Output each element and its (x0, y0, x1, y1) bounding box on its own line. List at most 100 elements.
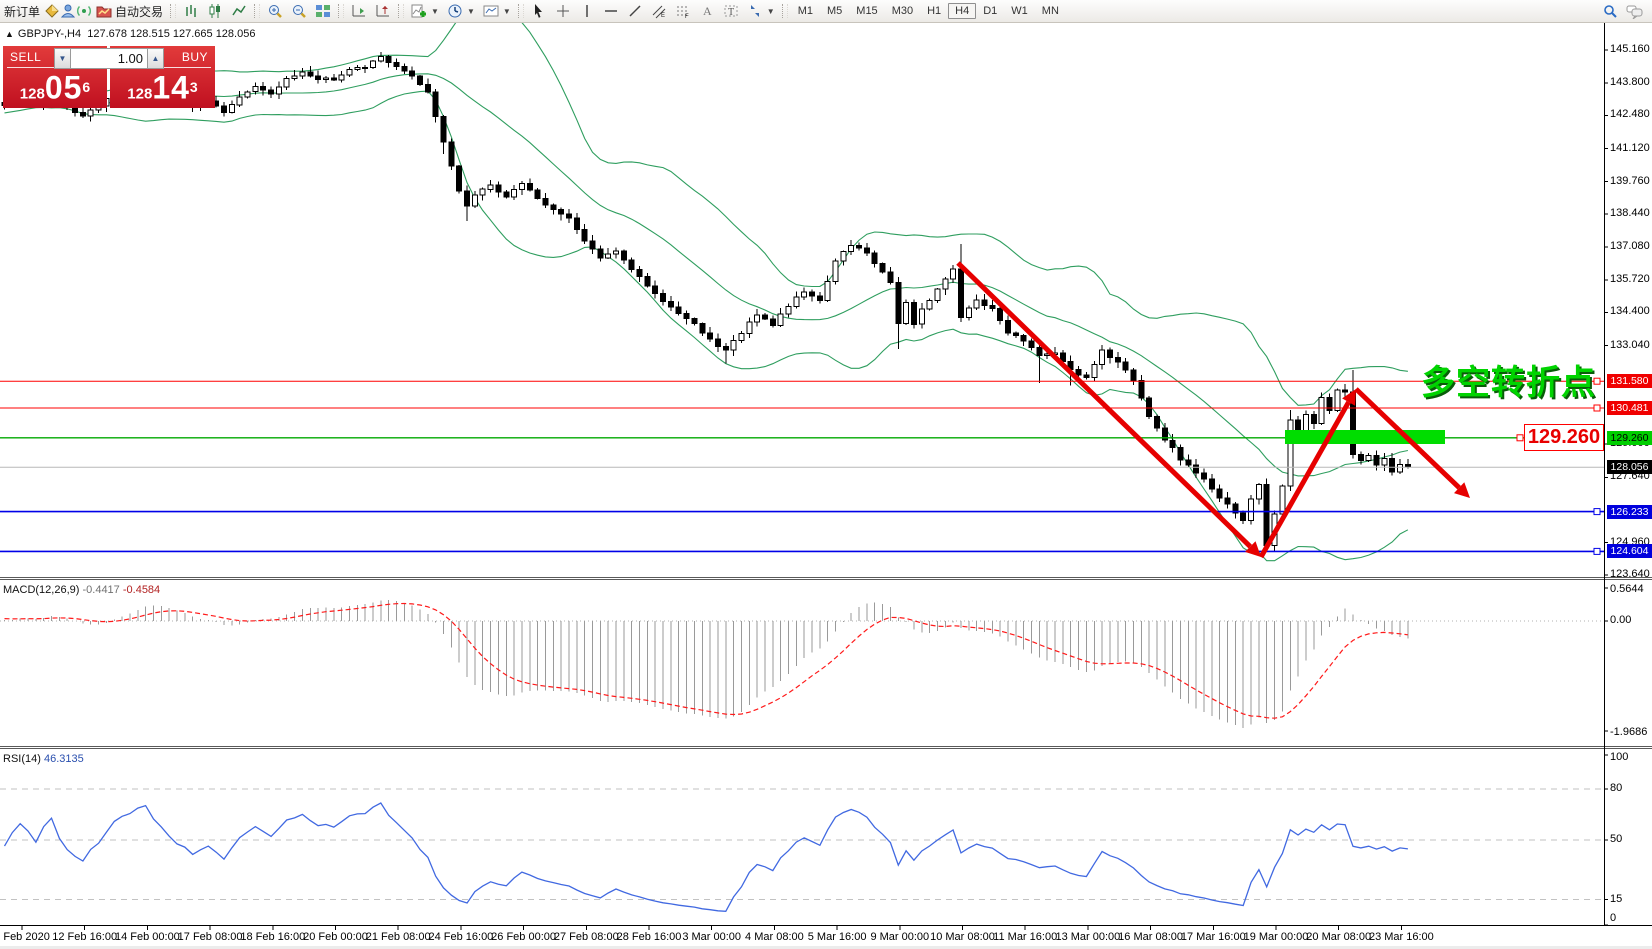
timeframe-button-m1[interactable]: M1 (797, 5, 813, 17)
volume-control: ▼ ▲ (54, 48, 164, 69)
chart-shift-icon[interactable] (371, 2, 395, 20)
date-tick-label: 4 Mar 08:00 (745, 931, 804, 943)
line-chart-icon[interactable] (227, 2, 251, 20)
one-click-trading-panel: SELL 128056 BUY 128143 ▼ ▲ (3, 46, 215, 108)
equidistant-channel-icon[interactable]: E (647, 2, 671, 20)
trend-arrow-annotations (956, 261, 1470, 559)
timeframe-button-m5[interactable]: M5 (827, 5, 843, 17)
date-tick-label: 3 Mar 00:00 (682, 931, 742, 943)
text-label-icon[interactable]: T (719, 2, 743, 20)
cursor-icon[interactable] (527, 2, 551, 20)
collapse-marker-icon[interactable]: ▲ (5, 29, 14, 39)
fibonacci-icon[interactable]: F (671, 2, 695, 20)
macd-histogram (4, 600, 1409, 728)
macd-label: MACD(12,26,9) -0.4417 -0.4584 (3, 584, 161, 596)
sell-price: 128056 (19, 69, 91, 106)
add-indicator-icon (411, 3, 427, 19)
vertical-line-icon[interactable] (575, 2, 599, 20)
tile-windows-icon[interactable] (311, 2, 335, 20)
search-icon[interactable] (1602, 3, 1618, 19)
rsi-line (3, 802, 1408, 912)
date-tick-label: 16 Mar 08:00 (1118, 931, 1184, 943)
indicators-button[interactable]: ▼ (407, 1, 443, 21)
price-tick-label: 137.080 (1610, 240, 1650, 253)
auto-scroll-icon[interactable] (347, 2, 371, 20)
toolbar-grip (338, 4, 345, 18)
zoom-in-icon[interactable] (263, 2, 287, 20)
timeframe-toolbar: M1 M5 M15 M30 H1 H4 D1 W1 MN (791, 3, 1066, 19)
timeframe-button-mn[interactable]: MN (1041, 5, 1059, 17)
timeframe-button-w1[interactable]: W1 (1011, 5, 1028, 17)
text-icon[interactable]: A (695, 2, 719, 20)
zoom-out-icon[interactable] (287, 2, 311, 20)
dropdown-arrow-icon: ▼ (766, 6, 775, 16)
periods-button[interactable]: ▼ (443, 1, 479, 21)
sell-label: SELL (10, 50, 42, 64)
toolbar-grip (517, 4, 524, 18)
chat-icon[interactable] (1626, 3, 1643, 20)
trendline-icon[interactable] (623, 2, 647, 20)
template-icon (483, 3, 499, 19)
templates-button[interactable]: ▼ (479, 1, 515, 21)
green-zone-annotation (1285, 430, 1445, 444)
new-order-button[interactable]: 新订单 (0, 1, 44, 21)
crosshair-icon[interactable] (551, 2, 575, 20)
volume-decrease-button[interactable]: ▼ (54, 48, 71, 69)
candlestick-chart-icon[interactable] (203, 2, 227, 20)
date-tick-label: 5 Mar 16:00 (807, 931, 867, 943)
date-tick-label: 24 Feb 16:00 (428, 931, 494, 943)
rsi-value: 46.3135 (43, 753, 84, 765)
price-tick-label: 133.040 (1610, 338, 1650, 351)
macd-scale-min: -1.9686 (1610, 726, 1648, 738)
horizontal-line-icon[interactable] (599, 2, 623, 20)
date-tick-label: 21 Feb 08:00 (365, 931, 431, 943)
price-tick-label: 139.760 (1610, 174, 1650, 187)
turning-point-annotation[interactable]: 多空转折点 (1421, 364, 1596, 402)
signals-icon[interactable] (76, 3, 92, 19)
date-tick-label: 20 Mar 08:00 (1306, 931, 1372, 943)
date-tick-label: 23 Mar 16:00 (1368, 931, 1434, 943)
price-tick-label: 145.160 (1610, 43, 1650, 55)
bar-chart-icon[interactable] (179, 2, 203, 20)
community-user-icon[interactable] (60, 3, 76, 19)
volume-increase-button[interactable]: ▲ (147, 48, 164, 69)
date-tick-label: 17 Feb 08:00 (177, 931, 243, 943)
timeframe-button-m30[interactable]: M30 (891, 5, 914, 17)
autotrading-label: 自动交易 (115, 4, 164, 19)
toolbar-grip (254, 4, 261, 18)
timeframe-button-d1[interactable]: D1 (983, 5, 998, 17)
date-tick-label: 20 Feb 00:00 (303, 931, 368, 943)
date-tick-label: 18 Feb 16:00 (240, 931, 306, 943)
rsi-scale-80: 80 (1610, 782, 1623, 794)
candlestick-series (1, 52, 1411, 552)
date-tick-label: 17 Mar 16:00 (1180, 931, 1246, 943)
price-tick-label: 143.800 (1610, 76, 1650, 89)
price-callout-box[interactable]: 129.260 (1524, 424, 1604, 451)
price-tick-label: 135.720 (1610, 273, 1650, 286)
rsi-scale-100: 100 (1610, 751, 1629, 763)
volume-input[interactable] (71, 48, 147, 69)
diamond-icon[interactable] (44, 3, 60, 19)
timeframe-button-h4[interactable]: H4 (948, 3, 977, 19)
toolbar-grip (170, 4, 177, 18)
date-tick-label: 12 Feb 16:00 (52, 931, 118, 943)
date-tick-label: 14 Feb 00:00 (114, 931, 180, 943)
rsi-scale-0: 0 (1610, 912, 1617, 924)
price-badge-131.580: 131.580 (1607, 374, 1652, 389)
autotrading-icon (96, 3, 112, 19)
chart-symbol-period: GBPJPY-,H4 (17, 28, 82, 40)
date-tick-label: 9 Mar 00:00 (870, 931, 930, 943)
timeframe-button-h1[interactable]: H1 (927, 5, 942, 17)
shapes-button[interactable]: ▼ (743, 1, 779, 21)
timeframe-button-m15[interactable]: M15 (856, 5, 878, 17)
macd-main-value: -0.4417 (82, 584, 120, 596)
date-tick-label: 28 Feb 16:00 (616, 931, 682, 943)
autotrading-button[interactable]: 自动交易 (92, 1, 167, 21)
new-order-label: 新订单 (4, 4, 41, 19)
svg-text:F: F (685, 14, 689, 19)
dropdown-arrow-icon: ▼ (502, 6, 511, 16)
date-tick-label: 1 Feb 2020 (0, 931, 50, 943)
date-tick-label: 27 Feb 08:00 (553, 931, 619, 943)
